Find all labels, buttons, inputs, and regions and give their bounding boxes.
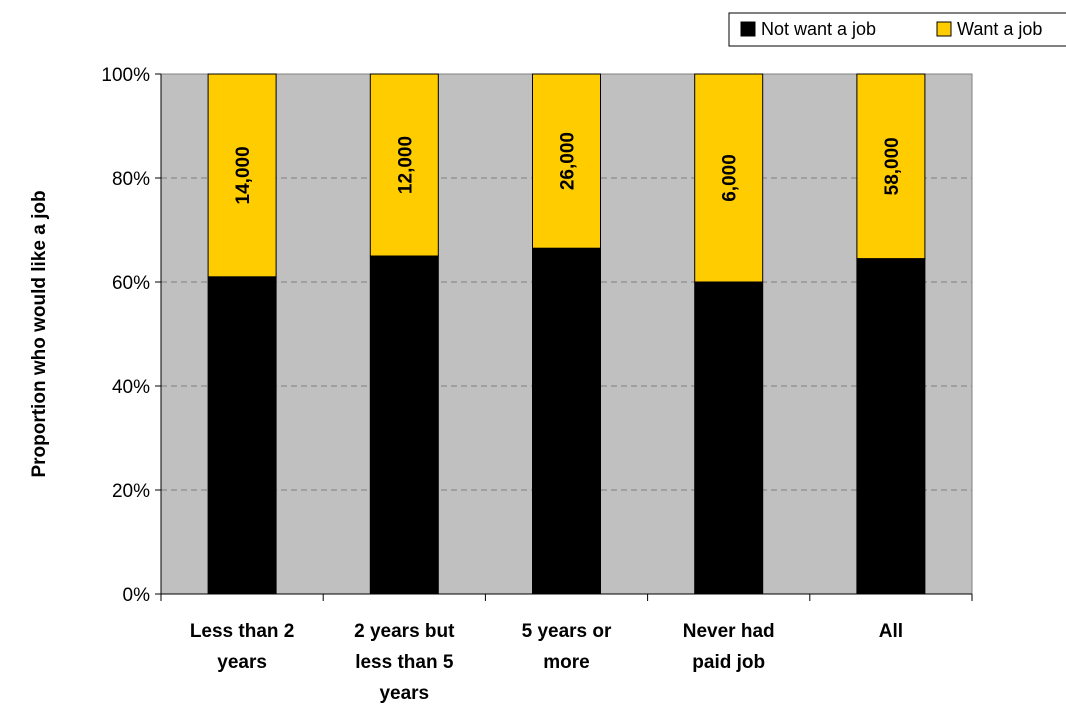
y-tick-label: 100% [101, 65, 150, 86]
x-category-label: All [879, 621, 903, 642]
data-labels: 14,000 12,000 26,000 6,000 58,000 [233, 132, 903, 204]
data-label: 26,000 [558, 132, 579, 190]
legend-label-want-job: Want a job [957, 19, 1042, 39]
x-category-label: less than 5 [355, 652, 454, 673]
data-label: 58,000 [882, 137, 903, 195]
bar-segment-not-want-job [856, 258, 926, 595]
bar-segment-want-job [207, 73, 277, 278]
x-category-label: Less than 2 [190, 621, 295, 642]
y-tick-label: 60% [112, 273, 150, 294]
bar-segment-not-want-job [369, 255, 439, 595]
y-axis-title: Proportion who would like a job [29, 190, 50, 477]
bar-segment-not-want-job [694, 281, 764, 595]
x-axis-categories: Less than 2 years 2 years but less than 5 ye… [190, 621, 903, 704]
x-category-label: more [543, 652, 589, 673]
bar-segment-want-job [369, 73, 439, 257]
axes [160, 74, 973, 601]
data-label: 14,000 [233, 146, 254, 204]
x-category-label: paid job [692, 652, 765, 673]
bar-segment-want-job [694, 73, 764, 283]
data-label: 6,000 [720, 154, 741, 202]
x-category-label: years [379, 683, 429, 704]
x-category-label: years [217, 652, 267, 673]
bar-segment-not-want-job [207, 276, 277, 595]
y-tick-label: 20% [112, 481, 150, 502]
legend-label-not-want-job: Not want a job [761, 19, 876, 39]
x-category-label: 2 years but [354, 621, 455, 642]
bars [207, 73, 926, 595]
x-category-label: 5 years or [522, 621, 612, 642]
bar-segment-not-want-job [532, 247, 601, 595]
legend-swatch-want-job [936, 21, 952, 37]
legend-swatch-not-want-job [740, 21, 756, 37]
legend: Not want a job Want a job [728, 12, 1066, 47]
x-category-label: Never had [683, 621, 775, 642]
data-label: 12,000 [395, 136, 416, 194]
y-tick-label: 80% [112, 169, 150, 190]
legend-box [728, 12, 1066, 47]
bar-segment-want-job [856, 73, 926, 260]
y-axis-ticks: 0% 20% 40% 60% 80% 100% [101, 65, 161, 606]
y-tick-label: 40% [112, 377, 150, 398]
bar-segment-want-job [532, 73, 601, 249]
y-tick-label: 0% [123, 585, 151, 606]
